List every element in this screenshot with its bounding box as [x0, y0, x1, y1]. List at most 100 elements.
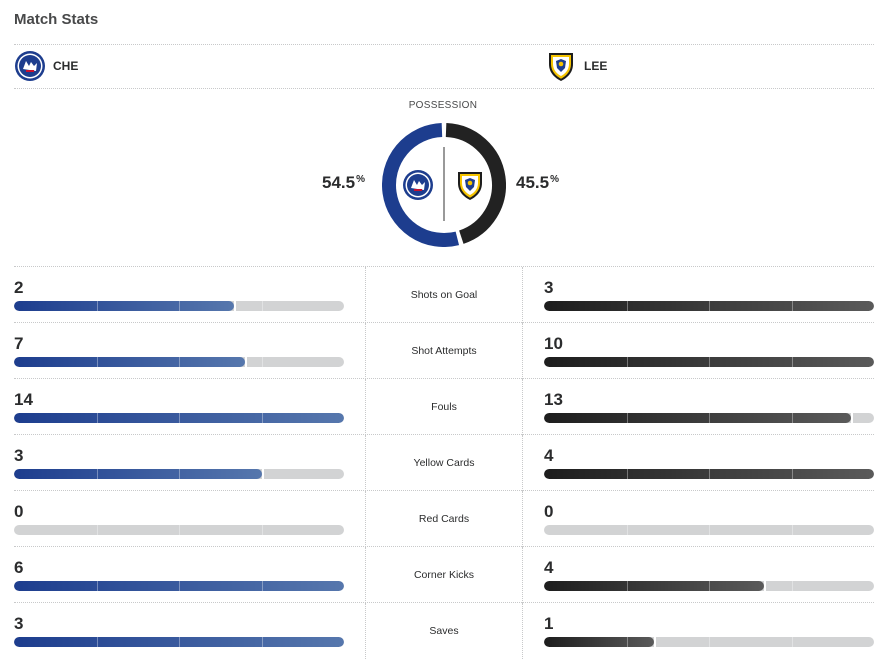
divider [14, 266, 874, 267]
away-stat-value: 10 [544, 334, 563, 353]
away-team-abbr: LEE [584, 59, 608, 73]
bar-segment-mark [179, 413, 180, 423]
bar-segment-mark [96, 413, 98, 423]
away-stat-bar [544, 637, 874, 647]
leeds-crest-icon [549, 53, 573, 81]
divider [14, 322, 874, 323]
bar-fill-edge [850, 413, 853, 423]
bar-segment-mark [96, 301, 98, 311]
divider [14, 434, 874, 435]
home-stat-value: 3 [14, 614, 24, 633]
home-stat-bar-fill [14, 581, 344, 591]
possession-label: POSSESSION [408, 100, 478, 111]
home-stat-bar-fill [14, 301, 235, 311]
divider [14, 88, 874, 89]
stat-row: 2 Shots on Goal 3 [14, 267, 874, 323]
divider [14, 490, 874, 491]
home-stat-value: 14 [14, 390, 33, 409]
home-stat-bar [14, 301, 344, 311]
stat-label: Corner Kicks [365, 547, 523, 603]
stat-row: 7 Shot Attempts 10 [14, 323, 874, 379]
home-team: CHE [14, 50, 78, 82]
home-stat-bar [14, 357, 344, 367]
bar-fill-edge [261, 469, 264, 479]
home-stat-bar [14, 469, 344, 479]
stat-label: Fouls [365, 379, 523, 435]
bar-segment-mark [626, 413, 628, 423]
bar-segment-mark [179, 469, 180, 479]
bar-segment-mark [626, 637, 628, 647]
bar-segment-mark [261, 637, 263, 647]
possession-donut-chart [382, 123, 506, 247]
bar-segment-mark [626, 301, 628, 311]
away-stat-bar-fill [544, 469, 874, 479]
away-stat-bar-fill [544, 581, 765, 591]
bar-segment-mark [261, 357, 263, 367]
match-stats-title: Match Stats [14, 11, 99, 28]
divider [14, 602, 874, 603]
bar-segment-mark [791, 525, 793, 535]
bar-segment-mark [709, 581, 710, 591]
stat-label: Shots on Goal [365, 267, 523, 323]
home-stat-bar-fill [14, 413, 344, 423]
away-stat-bar [544, 413, 874, 423]
chelsea-crest-icon [403, 170, 433, 200]
home-stat-bar [14, 581, 344, 591]
stat-label: Red Cards [365, 491, 523, 547]
away-stat-bar [544, 357, 874, 367]
home-stat-value: 2 [14, 278, 24, 297]
bar-segment-mark [261, 525, 263, 535]
home-stat-bar-fill [14, 469, 262, 479]
divider [14, 378, 874, 379]
home-stat-value: 0 [14, 502, 24, 521]
stat-row: 3 Yellow Cards 4 [14, 435, 874, 491]
bar-segment-mark [96, 469, 98, 479]
bar-segment-mark [791, 581, 793, 591]
bar-segment-mark [261, 301, 263, 311]
bar-segment-mark [709, 637, 710, 647]
bar-fill-edge [653, 637, 656, 647]
away-stat-bar [544, 581, 874, 591]
bar-segment-mark [96, 637, 98, 647]
bar-segment-mark [626, 525, 628, 535]
away-stat-bar [544, 301, 874, 311]
away-stat-bar-fill [544, 637, 654, 647]
bar-segment-mark [179, 301, 180, 311]
away-stat-bar-fill [544, 413, 851, 423]
away-stat-value: 4 [544, 558, 554, 577]
away-stat-bar [544, 469, 874, 479]
bar-segment-mark [709, 413, 710, 423]
bar-segment-mark [96, 581, 98, 591]
away-stat-value: 3 [544, 278, 554, 297]
bar-segment-mark [709, 469, 710, 479]
bar-segment-mark [791, 357, 793, 367]
stat-row: 6 Corner Kicks 4 [14, 547, 874, 603]
bar-segment-mark [791, 637, 793, 647]
bar-segment-mark [179, 357, 180, 367]
home-stat-bar-fill [14, 637, 344, 647]
home-stat-bar [14, 637, 344, 647]
away-stat-bar-fill [544, 357, 874, 367]
bar-segment-mark [179, 581, 180, 591]
away-stat-bar-fill [544, 301, 874, 311]
stat-row: 14 Fouls 13 [14, 379, 874, 435]
stat-row: 0 Red Cards 0 [14, 491, 874, 547]
bar-segment-mark [261, 581, 263, 591]
home-possession-arc [382, 123, 460, 247]
bar-segment-mark [626, 357, 628, 367]
away-possession-arc [445, 123, 506, 244]
bar-segment-mark [261, 413, 263, 423]
home-stat-value: 3 [14, 446, 24, 465]
bar-segment-mark [709, 357, 710, 367]
bar-segment-mark [626, 581, 628, 591]
bar-segment-mark [791, 301, 793, 311]
bar-fill-edge [764, 581, 767, 591]
bar-segment-mark [791, 413, 793, 423]
away-possession-value: 45.5% [516, 173, 559, 192]
bar-segment-mark [179, 525, 180, 535]
leeds-crest-icon [458, 172, 482, 200]
stat-label: Yellow Cards [365, 435, 523, 491]
stat-row: 3 Saves 1 [14, 603, 874, 659]
away-stat-value: 13 [544, 390, 563, 409]
bar-segment-mark [179, 637, 180, 647]
